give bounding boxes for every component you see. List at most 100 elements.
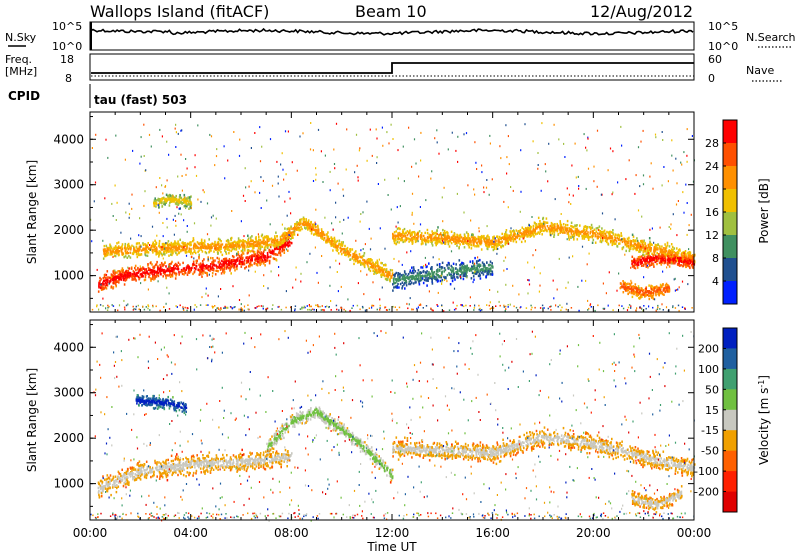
data-cell bbox=[661, 245, 663, 247]
data-cell bbox=[183, 200, 185, 202]
data-cell bbox=[424, 279, 426, 281]
data-cell bbox=[196, 265, 198, 267]
data-cell bbox=[180, 250, 182, 252]
data-cell bbox=[204, 247, 206, 249]
data-cell bbox=[415, 163, 416, 165]
data-cell bbox=[439, 269, 441, 271]
data-cell bbox=[398, 241, 400, 243]
data-cell bbox=[634, 290, 636, 292]
data-cell bbox=[237, 260, 239, 262]
data-cell bbox=[251, 243, 253, 245]
data-cell bbox=[385, 264, 387, 266]
data-cell bbox=[474, 271, 475, 273]
data-cell bbox=[334, 241, 336, 243]
data-cell bbox=[488, 236, 490, 238]
data-cell bbox=[419, 280, 421, 282]
data-cell bbox=[452, 237, 454, 239]
data-cell bbox=[579, 224, 581, 226]
data-cell bbox=[492, 240, 494, 242]
data-cell bbox=[318, 230, 320, 232]
data-cell bbox=[632, 240, 634, 242]
data-cell bbox=[634, 267, 636, 269]
data-cell bbox=[168, 198, 170, 200]
data-cell bbox=[481, 272, 483, 274]
data-cell bbox=[214, 259, 216, 261]
data-cell bbox=[478, 264, 480, 266]
data-cell bbox=[652, 228, 653, 230]
data-cell bbox=[658, 257, 660, 259]
data-cell bbox=[645, 263, 647, 265]
data-cell bbox=[250, 255, 252, 257]
data-cell bbox=[123, 256, 125, 258]
data-cell bbox=[264, 247, 266, 249]
data-cell bbox=[103, 280, 105, 282]
data-cell bbox=[359, 256, 361, 258]
data-cell bbox=[612, 242, 614, 244]
data-cell bbox=[153, 266, 155, 268]
data-cell bbox=[236, 268, 238, 270]
data-cell bbox=[119, 247, 121, 249]
data-cell bbox=[473, 279, 475, 281]
data-cell bbox=[278, 244, 280, 246]
data-cell bbox=[384, 268, 386, 270]
data-cell bbox=[623, 246, 625, 248]
data-cell bbox=[277, 239, 279, 241]
data-cell bbox=[688, 252, 690, 254]
data-cell bbox=[238, 242, 240, 244]
data-cell bbox=[475, 267, 477, 269]
data-cell bbox=[655, 290, 657, 292]
data-cell bbox=[609, 231, 611, 233]
data-cell bbox=[164, 261, 166, 263]
data-cell bbox=[103, 257, 105, 259]
data-cell bbox=[451, 277, 453, 279]
data-cell bbox=[113, 286, 115, 288]
data-cell bbox=[149, 273, 151, 275]
data-cell bbox=[286, 239, 288, 241]
data-cell bbox=[472, 239, 474, 241]
data-cell bbox=[596, 227, 598, 229]
data-cell bbox=[421, 241, 423, 243]
data-cell bbox=[637, 262, 639, 264]
data-cell bbox=[284, 232, 286, 234]
data-cell bbox=[339, 240, 341, 242]
data-cell bbox=[230, 266, 232, 268]
data-cell bbox=[113, 247, 115, 249]
data-cell bbox=[414, 281, 416, 283]
data-cell bbox=[398, 286, 400, 288]
data-cell bbox=[284, 227, 286, 229]
data-cell bbox=[645, 294, 647, 296]
data-cell bbox=[308, 219, 310, 221]
data-cell bbox=[193, 247, 195, 249]
data-cell bbox=[501, 237, 503, 239]
data-cell bbox=[382, 273, 384, 275]
data-cell bbox=[155, 264, 157, 266]
data-cell bbox=[264, 236, 266, 238]
data-cell bbox=[269, 260, 271, 262]
data-cell bbox=[206, 245, 208, 247]
data-cell bbox=[490, 261, 492, 263]
data-cell bbox=[437, 268, 439, 270]
data-cell bbox=[308, 227, 310, 229]
data-cell bbox=[126, 247, 128, 249]
data-cell bbox=[408, 277, 410, 279]
data-cell bbox=[484, 264, 486, 266]
data-cell bbox=[554, 231, 556, 233]
data-cell bbox=[647, 247, 649, 249]
data-cell bbox=[640, 294, 642, 296]
data-cell bbox=[154, 197, 156, 199]
data-cell bbox=[98, 286, 100, 288]
data-cell bbox=[658, 287, 660, 289]
data-cell bbox=[651, 262, 653, 264]
data-cell bbox=[441, 266, 443, 268]
data-cell bbox=[182, 273, 184, 275]
data-cell bbox=[230, 244, 232, 246]
data-cell bbox=[464, 246, 466, 248]
data-cell bbox=[492, 266, 494, 268]
data-cell bbox=[621, 235, 623, 237]
data-cell bbox=[664, 256, 666, 258]
data-cell bbox=[618, 239, 620, 241]
data-cell bbox=[278, 241, 280, 243]
data-cell bbox=[420, 235, 422, 237]
data-cell bbox=[405, 235, 407, 237]
data-cell bbox=[611, 235, 613, 237]
